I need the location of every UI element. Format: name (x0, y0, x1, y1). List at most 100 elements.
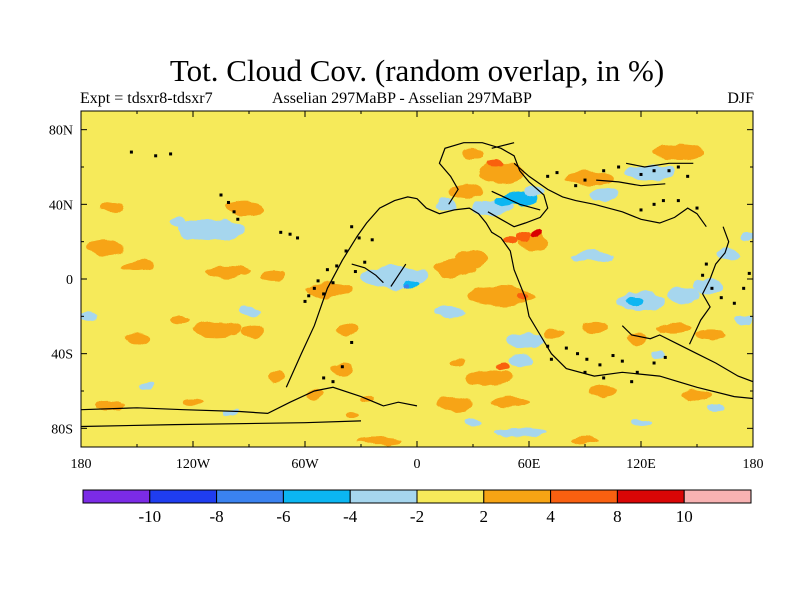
anomaly-patch (682, 389, 712, 401)
anomaly-patch (125, 333, 149, 345)
x-tick-label: 60W (291, 457, 319, 472)
anomaly-patch (467, 286, 535, 306)
coastline (621, 325, 753, 383)
anomaly-patch (650, 349, 666, 358)
coast-island (555, 171, 559, 175)
colorbar-swatch (216, 489, 284, 504)
coast-island (676, 165, 680, 169)
coast-island (370, 238, 374, 242)
colorbar-label: 10 (676, 507, 693, 526)
coastline (491, 142, 515, 149)
anomaly-patch (170, 217, 186, 229)
anomaly-patch (81, 310, 98, 322)
anomaly-patch (517, 292, 530, 300)
axes: 180 120W 60W 0 60E 120E 180 80N 40N 0 40S 80S (49, 111, 764, 472)
anomaly-patch (542, 327, 565, 339)
coast-island (667, 169, 671, 173)
coast-island (585, 357, 589, 361)
coast-island (549, 357, 553, 361)
coast-island (226, 200, 230, 204)
anomaly-patch (497, 363, 509, 371)
anomaly-patch (437, 396, 472, 412)
anomaly-patch (525, 185, 544, 197)
y-tick-label: 0 (66, 273, 73, 288)
coast-island (695, 206, 699, 210)
coast-island (363, 260, 367, 264)
anomaly-patch (334, 323, 358, 335)
coast-island (742, 286, 746, 290)
coast-island (602, 376, 606, 380)
anomaly-patch (624, 165, 677, 181)
anomaly-patch (101, 202, 124, 214)
anomaly-patch (170, 316, 190, 324)
anomaly-patch (629, 419, 653, 427)
anomaly-patch (206, 265, 251, 278)
colorbar-swatch (616, 489, 685, 504)
coast-island (312, 286, 316, 290)
coast-island (704, 262, 708, 266)
coast-island (546, 174, 550, 178)
coastline (438, 142, 549, 228)
anomaly-patch (502, 236, 518, 244)
anomaly-patch (734, 314, 753, 326)
coast-island (639, 208, 643, 212)
anomaly-patch (404, 284, 411, 289)
colorbar-swatch (550, 489, 618, 504)
coast-island (574, 184, 578, 188)
colorbar-swatch (416, 489, 485, 504)
coast-island (303, 299, 307, 303)
coast-island (598, 363, 602, 367)
coastline (81, 386, 418, 415)
colorbar-swatch (149, 489, 218, 504)
coast-island (357, 236, 361, 240)
coast-island (307, 294, 311, 298)
coast-island (322, 376, 326, 380)
x-tick-label: 0 (414, 457, 421, 472)
anomaly-patch (693, 279, 724, 294)
x-tick-label: 120W (176, 457, 211, 472)
anomaly-patch (493, 428, 546, 436)
coastlines (81, 142, 753, 428)
anomaly-patch (695, 329, 725, 341)
coast-island (652, 361, 656, 365)
anomaly-patch (138, 381, 154, 390)
experiment-description: Asselian 297MaBP - Asselian 297MaBP (272, 90, 532, 107)
anomaly-patch (435, 307, 466, 319)
x-tick-label: 60E (518, 457, 541, 472)
anomaly-patch (530, 230, 543, 238)
coastline (81, 420, 362, 428)
coastline (390, 263, 407, 287)
anomaly-patch (508, 355, 535, 367)
anomaly-patch (493, 196, 513, 209)
colorbar-label: 2 (480, 507, 489, 526)
anomaly-patch (94, 400, 124, 412)
anomaly-patch (588, 385, 619, 397)
anomaly-patch (573, 251, 615, 263)
coast-island (335, 264, 339, 268)
coast-island (154, 154, 158, 158)
coast-island (340, 365, 344, 369)
coast-island (169, 152, 173, 156)
anomaly-patch (515, 230, 531, 242)
coast-island (639, 172, 643, 176)
anomaly-patch (331, 363, 354, 375)
anomaly-patch (581, 321, 608, 334)
coast-island (236, 217, 240, 221)
colorbar-swatch (82, 489, 151, 504)
coastline (596, 179, 666, 187)
coast-island (279, 230, 283, 234)
coast-island (576, 352, 580, 356)
x-tick-label: 120E (626, 457, 656, 472)
anomaly-patch (491, 396, 529, 408)
colorbar-label: -4 (343, 507, 358, 526)
anomaly-patch (237, 305, 261, 317)
anomaly-patch (305, 389, 324, 401)
colorbar: -10 -8 -6 -4 -2 2 4 8 10 (82, 489, 752, 526)
anomaly-patch (461, 148, 485, 160)
coast-island (747, 271, 751, 275)
coast-island (288, 232, 292, 236)
coast-island (325, 268, 329, 272)
anomaly-patch (181, 398, 205, 406)
chart-title: Tot. Cloud Cov. (random overlap, in %) (169, 53, 665, 88)
